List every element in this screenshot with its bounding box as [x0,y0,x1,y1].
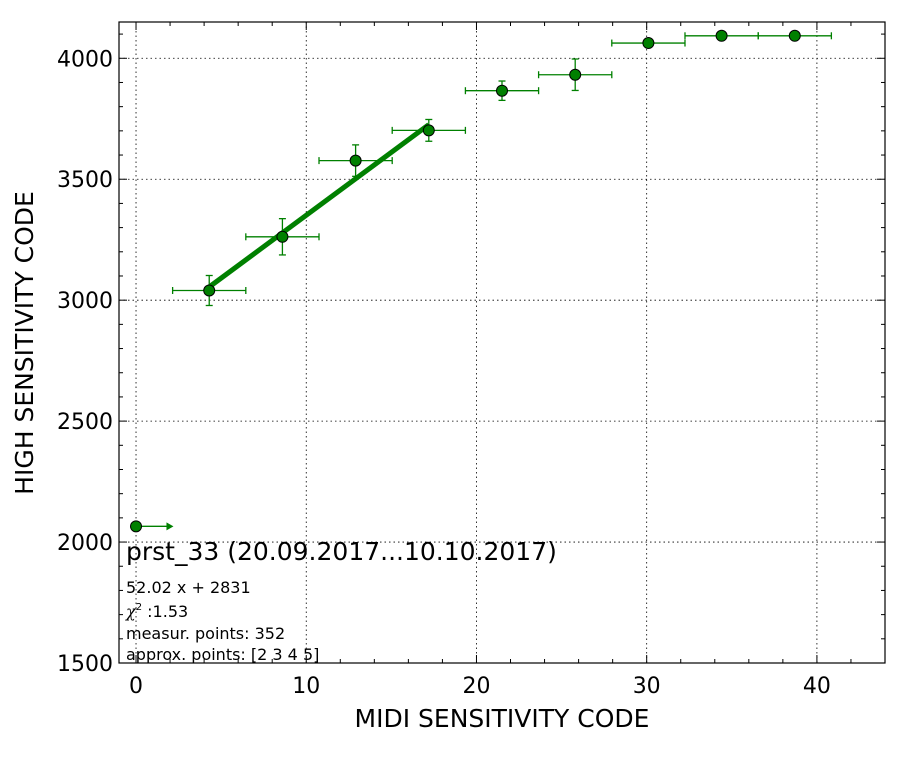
limit-arrow-head [166,522,174,531]
data-point [788,29,801,42]
y-tick-label: 2000 [57,531,113,556]
tick-labels: 0 10 20 30 40 1500 2000 2500 3000 3500 4000 [57,47,831,699]
y-tick-label: 1500 [57,652,113,677]
ticks [119,22,885,664]
chi-value: :1.53 [142,602,188,621]
data-point [276,230,289,243]
x-axis-label: MIDI SENSITIVITY CODE [355,704,650,733]
data-point [349,154,362,167]
y-tick-label: 4000 [57,47,113,72]
data-points [130,29,801,533]
plot-frame [118,21,886,664]
error-bars [136,32,833,531]
data-point [496,84,508,97]
data-point [422,124,435,137]
y-axis-label: HIGH SENSITIVITY CODE [10,191,39,495]
data-point [203,284,216,297]
chi-symbol: χ [125,602,137,621]
data-point [569,68,582,81]
x-tick-label: 0 [129,674,143,699]
x-tick-label: 20 [462,674,490,699]
annotation-chi2: χ2 :1.53 [125,602,188,621]
y-tick-label: 3500 [57,168,113,193]
annotation-measur-points: measur. points: 352 [126,624,285,643]
data-point [715,29,728,42]
fit-line [207,122,431,289]
y-tick-label: 2500 [57,410,113,435]
x-tick-label: 10 [292,674,320,699]
annotation-title: prst_33 (20.09.2017...10.10.2017) [126,537,557,566]
y-tick-label: 3000 [57,289,113,314]
chi-exponent: 2 [136,602,142,613]
data-point [642,37,655,50]
annotation-approx-points: approx. points: [2 3 4 5] [126,645,319,664]
x-tick-label: 40 [803,674,831,699]
grid [119,22,885,664]
fit-line-layer [207,122,431,289]
annotation-equation: 52.02 x + 2831 [126,578,251,597]
limit-data-point [130,520,143,533]
x-tick-label: 30 [633,674,661,699]
